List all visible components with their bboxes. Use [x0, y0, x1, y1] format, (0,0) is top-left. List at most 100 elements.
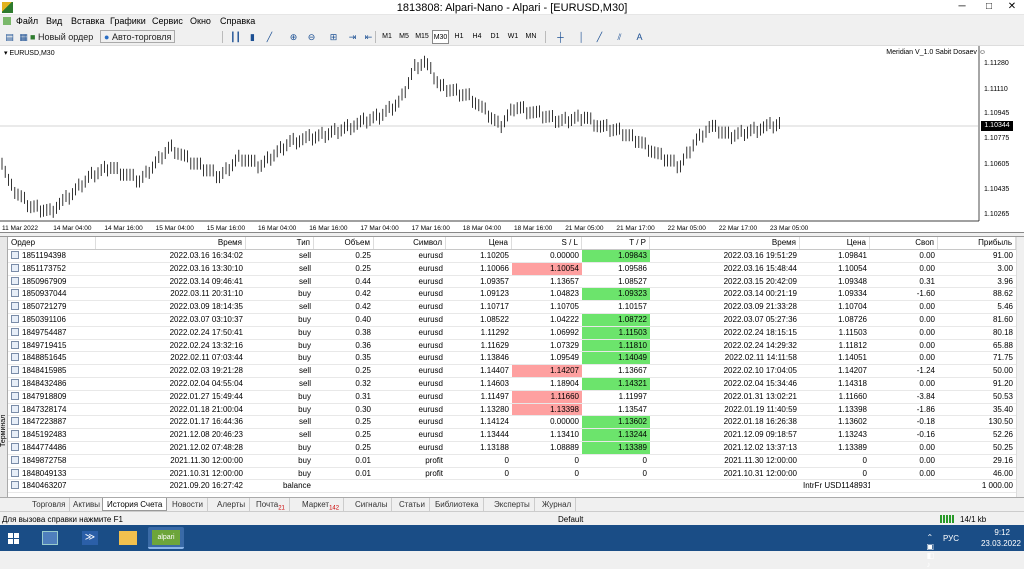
column-header-close-time[interactable]: Время [650, 237, 800, 249]
menu-view[interactable]: Вид [46, 16, 63, 26]
table-row[interactable]: 1851194398 2022.03.16 16:34:02 sell 0.25 eur… [8, 250, 1016, 263]
menu-window[interactable]: Окно [190, 16, 211, 26]
tf-d1[interactable]: D1 [490, 33, 500, 40]
tab-news[interactable]: Новости [168, 498, 208, 511]
column-header-order[interactable]: Ордер [8, 237, 96, 249]
line-chart-icon[interactable]: ╱ [266, 32, 273, 42]
tf-m30[interactable]: M30 [432, 30, 449, 44]
zoom-out-icon[interactable]: ⊖ [307, 32, 316, 42]
tf-m1[interactable]: M1 [382, 33, 392, 40]
table-row[interactable]: 1848851645 2022.02.11 07:03:44 buy 0.35 euru… [8, 352, 1016, 366]
server-manager-icon[interactable] [36, 527, 64, 549]
table-row[interactable]: 1848432486 2022.02.04 04:55:04 sell 0.32 eur… [8, 377, 1016, 391]
cell-symbol: eurusd [418, 314, 443, 324]
column-header-take-profit[interactable]: T / P [582, 237, 650, 249]
menu-file[interactable]: Файл [16, 16, 39, 26]
trendline-icon[interactable]: ╱ [596, 32, 603, 42]
table-row[interactable]: 1848049133 2021.10.31 12:00:00 buy 0.01 prof… [8, 468, 1016, 481]
tab-label: Маркет [302, 500, 330, 509]
tab-journal[interactable]: Журнал [538, 498, 577, 511]
tab-market[interactable]: Маркет142 [298, 498, 345, 512]
clock-date[interactable]: 23.03.2022 [980, 539, 1021, 548]
candle-chart-icon[interactable]: ▮ [250, 32, 255, 42]
vertical-scrollbar[interactable] [1016, 237, 1024, 498]
autoscroll-icon[interactable]: ⇥ [348, 32, 357, 42]
tab-signals[interactable]: Сигналы [351, 498, 393, 511]
close-button[interactable]: ✕ [1007, 1, 1017, 12]
alpari-taskbar-button[interactable]: alpari [148, 527, 184, 549]
auto-trading-label: Авто-торговля [111, 32, 172, 42]
table-row[interactable]: 1844774486 2021.12.02 07:48:28 buy 0.25 euru… [8, 441, 1016, 455]
auto-trading-button[interactable]: ● Авто-торговля [100, 30, 176, 43]
powershell-icon[interactable]: ≫ [76, 527, 104, 549]
column-header-symbol[interactable]: Символ [374, 237, 446, 249]
tab-account-history[interactable]: История Счета [102, 498, 168, 511]
column-header-swap[interactable]: Своп [870, 237, 938, 249]
tf-h1[interactable]: H1 [454, 33, 464, 40]
table-row[interactable]: 1850937044 2022.03.11 20:31:10 buy 0.42 euru… [8, 288, 1016, 302]
cell-swap: -3.84 [916, 391, 935, 401]
table-row[interactable]: 1850721279 2022.03.09 18:14:35 sell 0.42 eur… [8, 301, 1016, 314]
tab-articles[interactable]: Статьи [395, 498, 430, 511]
table-row[interactable]: 1847223887 2022.01.17 16:44:36 sell 0.25 eur… [8, 416, 1016, 430]
column-header-stop-loss[interactable]: S / L [512, 237, 582, 249]
tf-mn[interactable]: MN [525, 33, 537, 40]
table-row[interactable]: 1840463207 2021.09.20 16:27:42 balance Intr… [8, 480, 1016, 494]
menu-tools[interactable]: Сервис [152, 16, 183, 26]
new-chart-icon[interactable]: ▤ [5, 32, 14, 42]
new-order-button[interactable]: ■ Новый ордер [30, 30, 93, 44]
channel-icon[interactable]: ⫽ [617, 32, 622, 42]
column-header-close-price[interactable]: Цена [800, 237, 870, 249]
tf-w1[interactable]: W1 [507, 33, 519, 40]
time-tick: 17 Mar 16:00 [412, 225, 451, 232]
tile-windows-icon[interactable]: ⊞ [329, 32, 338, 42]
chart-shift-icon[interactable]: ⇤ [364, 32, 373, 42]
time-tick: 18 Mar 16:00 [514, 225, 553, 232]
table-row[interactable]: 1847918809 2022.01.27 15:49:44 buy 0.31 euru… [8, 390, 1016, 404]
table-row[interactable]: 1845192483 2021.12.08 20:46:23 sell 0.25 eur… [8, 429, 1016, 442]
cell-order: 1845192483 [8, 429, 96, 441]
tf-m15[interactable]: M15 [415, 33, 429, 40]
menu-charts[interactable]: Графики [110, 16, 146, 26]
column-header-open-price[interactable]: Цена [446, 237, 512, 249]
tab-library[interactable]: Библиотека [431, 498, 484, 511]
tab-alerts[interactable]: Алерты [213, 498, 251, 511]
tf-m5[interactable]: M5 [399, 33, 409, 40]
tab-assets[interactable]: Активы [69, 498, 106, 511]
alpari-icon: alpari [152, 530, 180, 545]
table-row[interactable]: 1851173752 2022.03.16 13:30:10 sell 0.25 eur… [8, 262, 1016, 276]
table-row[interactable]: 1849754487 2022.02.24 17:50:41 buy 0.38 euru… [8, 326, 1016, 340]
language-indicator[interactable]: РУС [942, 534, 959, 543]
minimize-button[interactable]: ─ [958, 1, 966, 12]
column-header-volume[interactable]: Объем [314, 237, 374, 249]
clock-time[interactable]: 9:12 [994, 528, 1010, 537]
vertical-line-icon[interactable]: │ [578, 32, 585, 42]
column-header-profit[interactable]: Прибыль [938, 237, 1016, 249]
table-row[interactable]: 1849872758 2021.11.30 12:00:00 buy 0.01 prof… [8, 455, 1016, 468]
table-row[interactable]: 1848415985 2022.02.03 19:21:28 sell 0.25 eur… [8, 365, 1016, 378]
explorer-icon[interactable] [114, 527, 142, 549]
maximize-button[interactable]: □ [985, 1, 993, 12]
start-button[interactable] [0, 527, 26, 549]
tab-experts[interactable]: Эксперты [490, 498, 535, 511]
table-row[interactable]: 1850967909 2022.03.14 09:46:41 sell 0.44 eur… [8, 276, 1016, 289]
table-row[interactable]: 1850391106 2022.03.07 03:10:37 buy 0.40 euru… [8, 313, 1016, 327]
crosshair-icon[interactable]: ┼ [557, 32, 564, 42]
column-header-type[interactable]: Тип [246, 237, 314, 249]
table-row[interactable]: 1849719415 2022.02.24 13:32:16 buy 0.36 euru… [8, 339, 1016, 353]
menu-insert[interactable]: Вставка [71, 16, 105, 26]
cell-swap: 0.00 [919, 302, 935, 312]
tab-mail[interactable]: Почта21 [252, 498, 290, 512]
profiles-icon[interactable]: ▦ [19, 32, 28, 42]
zoom-in-icon[interactable]: ⊕ [289, 32, 298, 42]
tray-icons[interactable]: ⌃ ▣ ◧ ♪ [926, 533, 935, 569]
bar-chart-icon[interactable]: ┃┃ [230, 32, 241, 42]
tab-trade[interactable]: Торговля [28, 498, 71, 511]
menu-help[interactable]: Справка [220, 16, 256, 26]
chart-window[interactable]: ▾ EURUSD,M30 Meridian V_1.0 Sabit Dosaev… [0, 46, 1024, 233]
price-chart[interactable]: 1.11280 1.11110 1.10945 1.10775 1.10605 1.104… [0, 46, 1024, 233]
table-row[interactable]: 1847328174 2022.01.18 21:00:04 buy 0.30 euru… [8, 403, 1016, 417]
text-tool-icon[interactable]: A [636, 32, 643, 42]
tf-h4[interactable]: H4 [472, 33, 482, 40]
column-header-open-time[interactable]: Время [96, 237, 246, 249]
